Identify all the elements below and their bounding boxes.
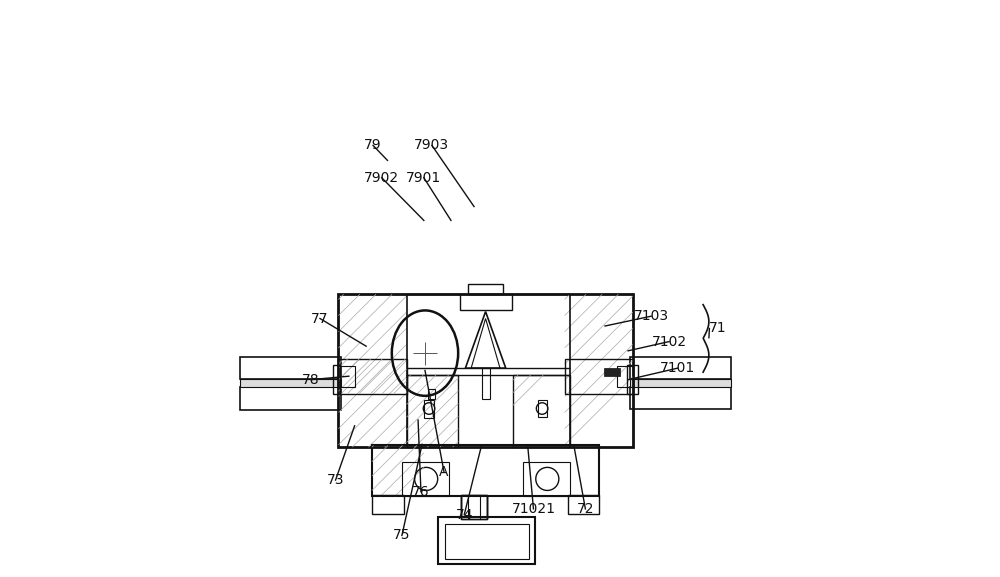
Text: 7901: 7901 [406,171,441,185]
Bar [604,368,620,376]
Text: 7101: 7101 [660,361,695,375]
Bar [372,495,404,514]
Bar [445,524,529,559]
Bar [630,379,731,387]
Bar [513,375,570,447]
Bar [630,357,731,379]
Bar [333,365,340,394]
Bar [461,495,487,519]
Text: 73: 73 [327,473,344,487]
Bar [627,365,638,394]
Bar [630,387,731,409]
Bar [523,462,570,496]
Text: 77: 77 [311,312,329,325]
Bar [240,357,341,379]
Bar [482,368,490,399]
Bar [407,375,458,447]
Text: 72: 72 [577,502,594,516]
Bar [372,445,599,496]
Bar [338,359,407,394]
Text: 76: 76 [412,485,430,499]
Text: 74: 74 [455,508,473,522]
Bar [338,294,633,447]
Bar [428,389,435,399]
Text: 7103: 7103 [634,309,669,323]
Text: 7902: 7902 [364,171,399,185]
Bar [617,366,633,387]
Text: 78: 78 [302,373,320,387]
Text: 71021: 71021 [511,502,555,516]
Text: 75: 75 [393,529,411,542]
Bar [468,284,503,294]
Bar [460,294,512,310]
Bar [565,359,633,394]
Bar [240,379,341,387]
Text: 71: 71 [709,321,727,335]
Bar [402,462,449,496]
Bar [424,400,434,418]
Text: 7102: 7102 [651,335,687,349]
Text: 7903: 7903 [414,138,449,152]
Text: A: A [439,465,449,479]
Bar [461,495,487,519]
Bar [240,387,341,410]
Text: 79: 79 [364,138,382,152]
Bar [568,495,599,514]
Bar [438,517,535,564]
Bar [338,366,355,387]
Bar [538,400,547,417]
